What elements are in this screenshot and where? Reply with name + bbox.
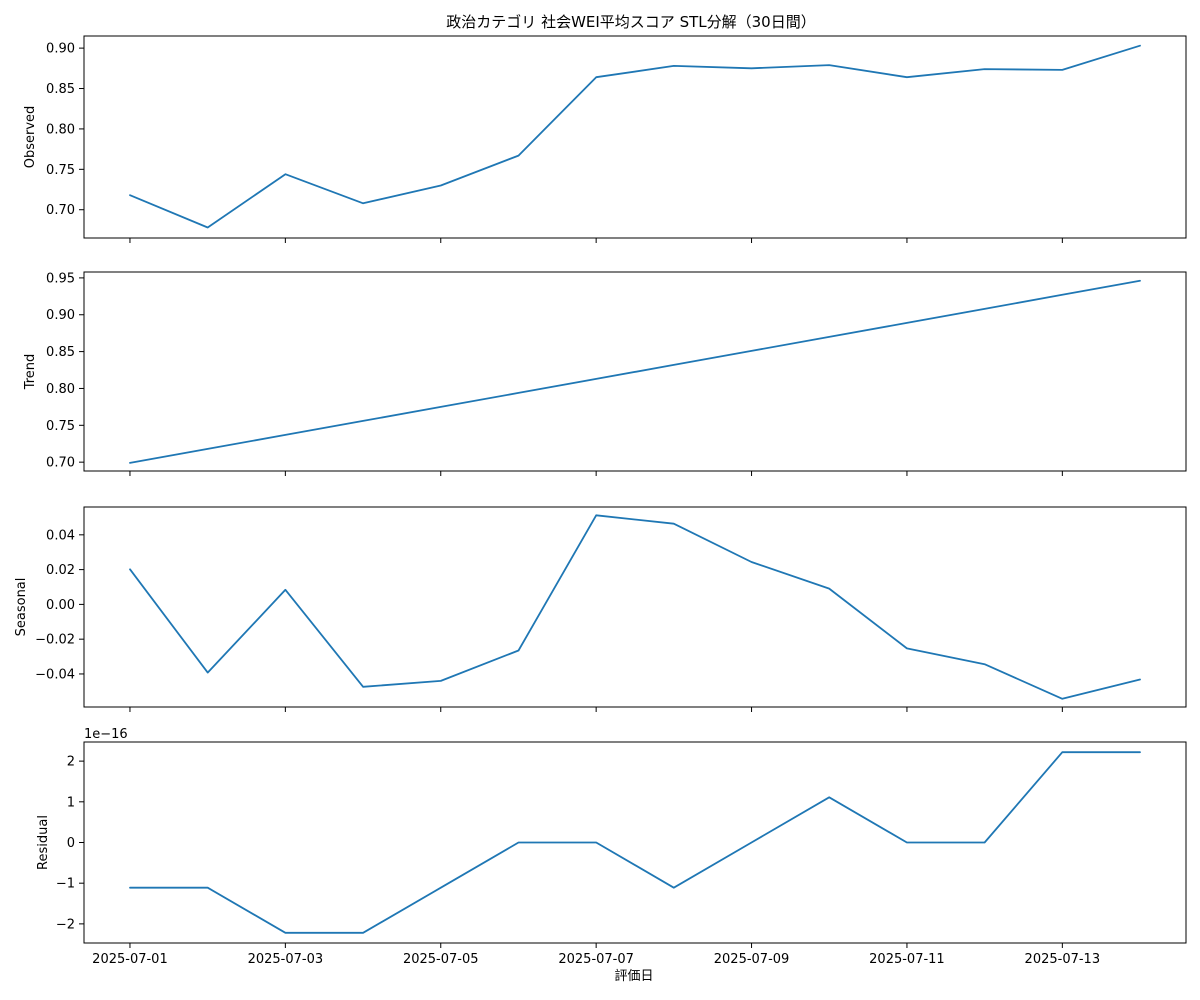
panel-seasonal: 0.04 0.02 0.00 −0.02 −0.04 Seasonal [14,506,1187,712]
series-line-residual [129,751,1141,934]
plot-frame [83,35,1187,239]
x-tick-label: 2025-07-11 [869,952,945,967]
y-tick-label: 0.04 [46,528,75,543]
series-line-trend [129,279,1141,464]
series-line-seasonal [129,514,1141,700]
y-tick-label: 0.90 [46,308,75,323]
y-tick-label: 0.85 [46,82,75,97]
y-tick-label: 0.75 [46,163,75,178]
x-tick-label: 2025-07-05 [403,952,479,967]
plot-frame [83,271,1187,472]
x-tick-label: 2025-07-13 [1025,952,1101,967]
y-tick-label: 0.90 [46,42,75,57]
panels: 0.70 0.75 0.80 0.85 0.90 Observed 0.70 0.75 0.80… [14,35,1187,967]
y-axis-label: Seasonal [14,578,29,637]
y-axis-label: Trend [23,354,38,391]
y-tick-label: 0.70 [46,203,75,218]
y-tick-label: 0.00 [46,598,75,613]
series-line-observed [129,44,1141,229]
y-tick-label: 0.80 [46,122,75,137]
y-tick-label: −0.04 [35,667,75,682]
panel-residual: 2 1 0 −1 −2 2025-07-01 2025-07-03 2025-07-05 202… [36,727,1187,967]
x-tick-label: 2025-07-09 [714,952,790,967]
y-tick-label: 0.02 [46,563,75,578]
panel-observed: 0.70 0.75 0.80 0.85 0.90 Observed [23,35,1187,243]
axis-offset-label: 1e−16 [84,727,128,742]
x-axis-label: 評価日 [614,969,653,984]
y-axis-label: Observed [23,106,38,169]
y-tick-label: 0.80 [46,382,75,397]
x-tick-label: 2025-07-01 [92,952,168,967]
y-axis-label: Residual [36,815,51,870]
y-tick-label: 0.95 [46,271,75,286]
y-tick-label: 0.85 [46,345,75,360]
y-tick-label: −0.02 [35,633,75,648]
y-tick-label: 0.75 [46,419,75,434]
plot-frame [83,506,1187,708]
x-tick-label: 2025-07-07 [558,952,634,967]
y-tick-label: 2 [67,755,75,770]
y-tick-label: 0 [67,836,75,851]
y-tick-label: −2 [56,917,75,932]
y-tick-label: 1 [67,795,75,810]
panel-trend: 0.70 0.75 0.80 0.85 0.90 0.95 Trend [23,271,1187,476]
y-tick-label: 0.70 [46,456,75,471]
x-tick-label: 2025-07-03 [248,952,324,967]
y-tick-label: −1 [56,877,75,892]
chart-title: 政治カテゴリ 社会WEI平均スコア STL分解（30日間） [446,13,815,31]
